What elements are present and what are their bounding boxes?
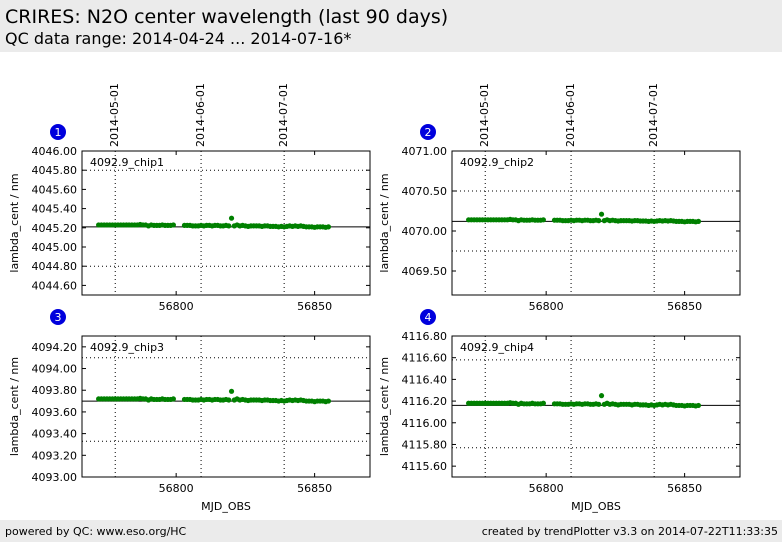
panel2-label: 4092.9_chip2 bbox=[460, 156, 534, 169]
panel2-ytick-label-2: 4070.00 bbox=[402, 225, 448, 238]
footer-created-by: created by trendPlotter v3.3 on 2014-07-… bbox=[481, 525, 778, 538]
panel4-label: 4092.9_chip4 bbox=[460, 341, 534, 354]
panel2-date-label-1: 2014-05-01 bbox=[478, 83, 491, 147]
panel1-data-point bbox=[228, 215, 235, 221]
panel4-data-point bbox=[695, 402, 702, 409]
panel3-ytick-label-5: 4093.80 bbox=[32, 384, 78, 397]
panel4-ytick-label-7: 4116.80 bbox=[402, 330, 448, 343]
panel2-ytick-label-3: 4070.50 bbox=[402, 185, 448, 198]
panel1-ytick-label-1: 4044.60 bbox=[32, 279, 78, 292]
panel2-data-point bbox=[540, 217, 546, 223]
panel3-xtick-label-1: 56800 bbox=[159, 482, 194, 495]
panel1-ytick-label-3: 4045.00 bbox=[32, 241, 78, 254]
panel3-data-point bbox=[228, 388, 235, 394]
panel4-ytick-label-4: 4116.20 bbox=[402, 395, 448, 408]
panel3-xlabel: MJD_OBS bbox=[201, 500, 251, 513]
panel1-ytick-label-2: 4044.80 bbox=[32, 260, 78, 273]
panel3-ytick-label-3: 4093.40 bbox=[32, 428, 78, 441]
panel1-number-badge bbox=[50, 124, 66, 140]
panel3-ytick-label-7: 4094.20 bbox=[32, 341, 78, 354]
panel3-ylabel: lambda_cent / nm bbox=[8, 357, 21, 456]
panel2-data-point bbox=[596, 218, 602, 224]
panel2-number-badge bbox=[420, 124, 436, 140]
panel1-xtick-label-1: 56800 bbox=[159, 300, 194, 313]
panel1-data-point bbox=[325, 224, 332, 230]
panel3-data-point bbox=[226, 397, 232, 403]
panel2-ytick-label-1: 4069.50 bbox=[402, 265, 448, 278]
panel1-ylabel: lambda_cent / nm bbox=[8, 173, 21, 272]
panel3-ytick-label-6: 4094.00 bbox=[32, 363, 78, 376]
panel3-ytick-label-4: 4093.60 bbox=[32, 406, 78, 419]
panel1-label: 4092.9_chip1 bbox=[90, 156, 164, 169]
footer-powered-by[interactable]: powered by QC: www.eso.org/HC bbox=[5, 525, 187, 538]
panel4-data-point bbox=[598, 393, 605, 399]
panel1-data-point bbox=[226, 223, 232, 229]
footer-bar: powered by QC: www.eso.org/HC created by… bbox=[0, 520, 782, 542]
panel1-xtick-label-2: 56850 bbox=[297, 300, 332, 313]
panel1-date-label-2: 2014-06-01 bbox=[194, 83, 207, 147]
panel2-ylabel: lambda_cent / nm bbox=[378, 173, 391, 272]
panel3-data-point bbox=[170, 396, 176, 402]
panel2-data-point bbox=[695, 218, 702, 224]
panel4-number-badge-label: 4 bbox=[425, 311, 432, 324]
panel4-xtick-label-1: 56800 bbox=[529, 482, 564, 495]
panel2-ytick-label-4: 4071.00 bbox=[402, 145, 448, 158]
panel2-data-point bbox=[598, 211, 605, 217]
trend-plot: 4044.60 4044.80 4045.00 4045.20 4045.40 4045.… bbox=[8, 83, 741, 513]
panel1-ytick-label-8: 4046.00 bbox=[32, 145, 78, 158]
panel3-frame bbox=[81, 335, 371, 478]
panel2-number-badge-label: 2 bbox=[425, 126, 432, 139]
panel1-date-label-1: 2014-05-01 bbox=[108, 83, 121, 147]
panel2-xtick-label-2: 56850 bbox=[667, 300, 702, 313]
panel1-date-label-3: 2014-07-01 bbox=[277, 83, 290, 147]
panel1-ytick-label-7: 4045.80 bbox=[32, 164, 78, 177]
panel3-ytick-label-2: 4093.20 bbox=[32, 449, 78, 462]
panel2-xtick-label-1: 56800 bbox=[529, 300, 564, 313]
panel3-label: 4092.9_chip3 bbox=[90, 341, 164, 354]
panel3-ytick-label-1: 4093.00 bbox=[32, 471, 78, 484]
panel4-ytick-label-5: 4116.40 bbox=[402, 373, 448, 386]
panel1-number-badge-label: 1 bbox=[55, 126, 62, 139]
panel2-date-label-3: 2014-07-01 bbox=[647, 83, 660, 147]
panel4-number-badge bbox=[420, 309, 436, 325]
panel1-data-point bbox=[170, 222, 176, 228]
panel4-ytick-label-3: 4116.00 bbox=[402, 417, 448, 430]
panel4-ylabel: lambda_cent / nm bbox=[378, 357, 391, 456]
panel3-xtick-label-2: 56850 bbox=[297, 482, 332, 495]
header-bar: CRIRES: N2O center wavelength (last 90 d… bbox=[0, 0, 782, 52]
panel4-data-point bbox=[596, 401, 602, 407]
panel4-xlabel: MJD_OBS bbox=[571, 500, 621, 513]
panel4-ytick-label-2: 4115.80 bbox=[402, 438, 448, 451]
panel1-ytick-label-4: 4045.20 bbox=[32, 222, 78, 235]
panel3-number-badge bbox=[50, 309, 66, 325]
panel4-ytick-label-6: 4116.60 bbox=[402, 352, 448, 365]
page-subtitle: QC data range: 2014-04-24 ... 2014-07-16… bbox=[5, 29, 352, 48]
panel1-ytick-label-6: 4045.60 bbox=[32, 183, 78, 196]
page-title: CRIRES: N2O center wavelength (last 90 d… bbox=[5, 6, 449, 28]
panel3-number-badge-label: 3 bbox=[55, 311, 62, 324]
panel2-date-label-2: 2014-06-01 bbox=[564, 83, 577, 147]
panel4-xtick-label-2: 56850 bbox=[667, 482, 702, 495]
panel1-ytick-label-5: 4045.40 bbox=[32, 203, 78, 216]
panel4-ytick-label-1: 4115.60 bbox=[402, 460, 448, 473]
panel3-data-point bbox=[325, 398, 332, 404]
panel4-data-point bbox=[540, 400, 546, 406]
